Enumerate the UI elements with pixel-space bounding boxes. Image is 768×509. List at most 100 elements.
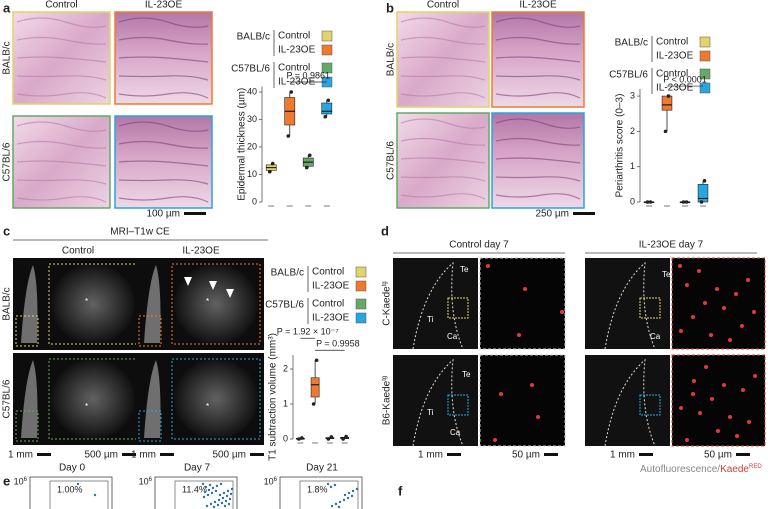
y-tick-label: 10 [247, 169, 257, 179]
fluorescence-overview [393, 355, 478, 446]
data-point [666, 94, 671, 98]
roi-small [15, 410, 39, 442]
axis-tick-label: 106 [264, 476, 278, 486]
plot-title: Day 0 [59, 463, 86, 474]
y-tick-label: 30 [247, 114, 257, 124]
row-label: BALB/c [386, 43, 397, 76]
mri-signal [174, 359, 258, 439]
event [227, 502, 231, 506]
tissue-texture [400, 137, 486, 146]
scale-label: 50 µm [704, 450, 732, 461]
row-label: C-Kaedetg [382, 281, 393, 325]
box [310, 377, 320, 398]
kaede-cell [715, 287, 719, 291]
anatomy-label: Ca [650, 332, 661, 341]
legend-swatch [321, 30, 333, 42]
kaede-cell [523, 287, 527, 291]
event [211, 486, 215, 490]
row-label: BALB/c [2, 287, 13, 320]
gate [49, 480, 109, 509]
event [228, 497, 232, 501]
legend-item: Control [656, 37, 688, 48]
row-label: B6-Kaedetg [382, 376, 393, 426]
kaede-cell [679, 329, 683, 333]
scale-label: 1 mm [610, 450, 635, 461]
event [206, 493, 210, 497]
legend-swatch [355, 280, 367, 292]
column-header: Control [427, 0, 459, 11]
scale-label: 1 mm [8, 450, 33, 461]
box [697, 184, 709, 203]
data-point [326, 437, 331, 441]
event [76, 482, 80, 486]
caption-part: / [717, 464, 720, 475]
tissue-texture [16, 56, 107, 63]
scale-bar [573, 212, 595, 215]
scale-bar [160, 453, 174, 456]
event [93, 493, 97, 497]
event [222, 491, 226, 495]
data-point [297, 437, 301, 441]
fluorescence-zoom [671, 257, 766, 350]
tissue-texture [495, 56, 581, 63]
tissue-texture [495, 137, 581, 146]
micrograph [491, 112, 585, 209]
data-point [645, 200, 650, 204]
event [333, 483, 337, 487]
data-point [311, 402, 316, 406]
data-point [304, 165, 309, 170]
panel-title: MRI–T1w CE [110, 227, 170, 238]
legend-group: BALB/c [271, 268, 304, 279]
event [351, 489, 355, 493]
mri-signal [174, 264, 258, 344]
legend-item: IL-23OE [312, 313, 350, 324]
kaede-cell [735, 434, 739, 438]
kaede-cell [691, 315, 695, 319]
legend-swatch [321, 62, 333, 74]
tissue-texture [400, 193, 486, 200]
event [226, 489, 230, 493]
gate [299, 480, 359, 509]
data-point [267, 169, 272, 174]
data-point [663, 129, 668, 134]
legend-group: C57BL/6 [609, 70, 648, 81]
kaede-cell [691, 392, 695, 396]
superscript: tg [382, 281, 388, 286]
bone-outline [604, 261, 656, 350]
data-point [684, 200, 689, 204]
gate-percent: 11.4% [182, 484, 207, 494]
micrograph [396, 11, 490, 108]
row-label: BALB/c [2, 41, 13, 74]
asterisk: * [85, 402, 88, 411]
tissue-texture [495, 36, 581, 45]
kaede-cell [499, 392, 503, 396]
event [215, 484, 219, 488]
kaede-cell [710, 397, 714, 401]
event [337, 505, 341, 509]
gate-percent: 1.8% [307, 484, 328, 494]
tissue-texture [16, 36, 107, 45]
data-point [702, 179, 707, 183]
mri-foot [21, 360, 38, 438]
kaede-cell [692, 379, 696, 383]
event [205, 504, 209, 508]
roi [447, 297, 469, 319]
scale-bar [447, 453, 461, 456]
kaede-cell [716, 429, 720, 433]
tissue-texture [16, 121, 107, 132]
y-axis-label: Periarthritis score (0–3) [615, 94, 626, 198]
panel-label: c [3, 223, 10, 238]
tissue-texture [495, 118, 581, 129]
p-value: P = 0.9958 [316, 339, 360, 349]
tissue-texture [400, 56, 486, 63]
bone-outline [412, 358, 464, 447]
y-tick-label: 2 [630, 126, 635, 136]
kaede-cell [722, 306, 726, 310]
scale-bar [544, 453, 558, 456]
tissue-texture [16, 17, 107, 28]
event [221, 496, 225, 500]
p-value: P = 1.92 × 10⁻⁷ [277, 327, 339, 337]
anatomy-label: Te [662, 270, 671, 279]
event [224, 499, 228, 503]
row-label: C57BL/6 [386, 141, 397, 180]
